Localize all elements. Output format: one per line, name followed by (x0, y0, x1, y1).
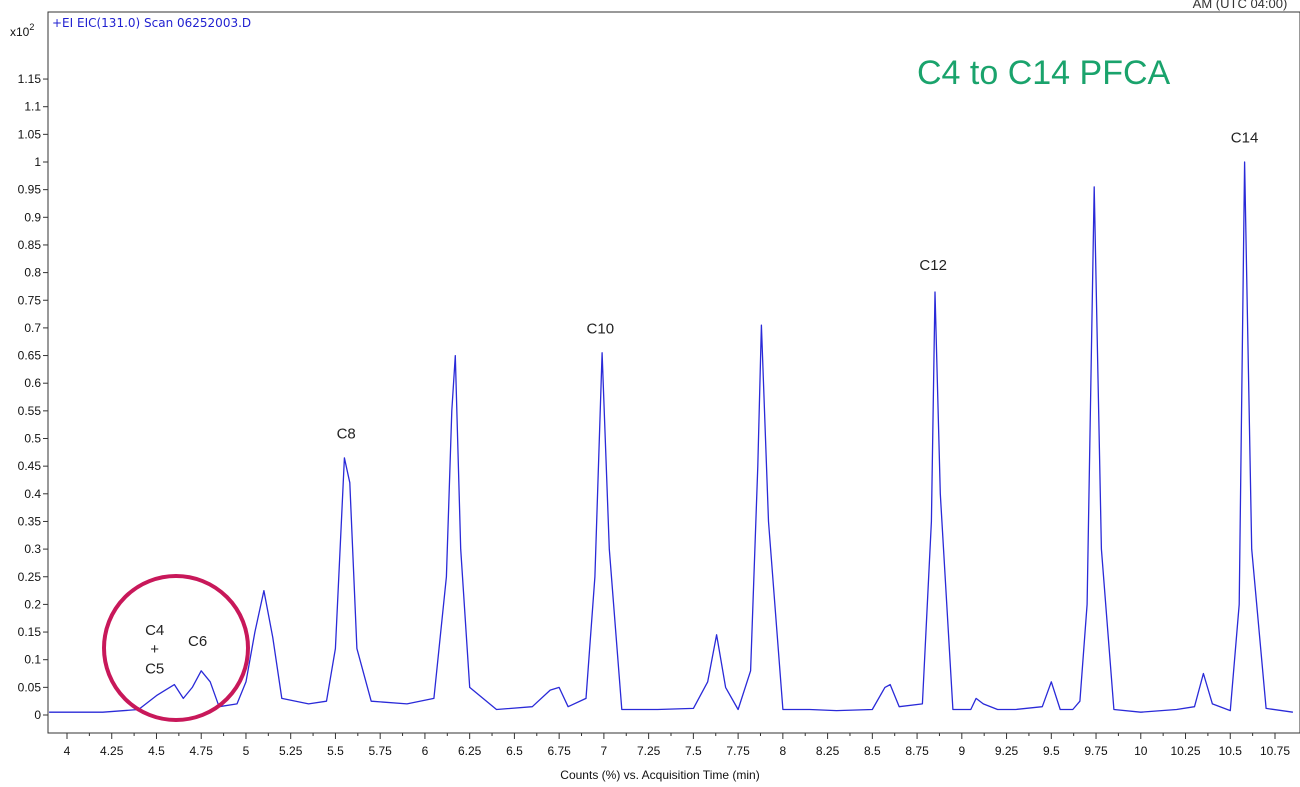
y-tick-label: 0.95 (18, 183, 42, 197)
y-tick-label: 0.5 (24, 432, 41, 446)
y-tick-label: 0.65 (18, 349, 42, 363)
peak-labels: C4 + C5 C6 C8 C10 C12 C14 (145, 130, 1258, 678)
y-multiplier-exponent: 2 (29, 22, 34, 32)
y-tick-label: 0.6 (24, 376, 41, 390)
y-tick-label: 0.45 (18, 459, 42, 473)
y-tick-label: 0.05 (18, 680, 42, 694)
y-tick-label: 0.35 (18, 514, 42, 528)
y-tick-label: 0.55 (18, 404, 42, 418)
y-tick-label: 0.15 (18, 625, 42, 639)
y-tick-label: 0 (34, 708, 41, 722)
highlight-circle (102, 574, 250, 722)
x-tick-label: 10 (1134, 744, 1148, 758)
y-tick-label: 0.25 (18, 570, 42, 584)
x-tick-label: 6.25 (458, 744, 482, 758)
y-tick-label: 0.7 (24, 321, 41, 335)
x-tick-label: 8.25 (816, 744, 840, 758)
x-tick-label: 7.5 (685, 744, 702, 758)
x-tick-label: 4.5 (148, 744, 165, 758)
scan-title: +EI EIC(131.0) Scan 06252003.D (52, 16, 251, 30)
x-tick-label: 8 (780, 744, 787, 758)
peak-label: C14 (1231, 130, 1259, 147)
y-tick-label: 1 (34, 155, 41, 169)
x-tick-label: 8.75 (905, 744, 929, 758)
chromatogram-trace-line (49, 161, 1293, 713)
x-axis-ticks: 4 4.25 4.5 4.75 5 5.25 5.5 5.75 6 6.25 6.5 6.75 7 7.2… (64, 733, 1290, 758)
y-multiplier-base: x10 (10, 25, 30, 39)
x-tick-label: 5 (243, 744, 250, 758)
x-tick-label: 5.5 (327, 744, 344, 758)
x-tick-label: 4.25 (100, 744, 124, 758)
x-tick-label: 7.25 (637, 744, 661, 758)
peak-label: C12 (919, 257, 947, 274)
x-tick-label: 5.25 (279, 744, 303, 758)
overlay-title: C4 to C14 PFCA (917, 54, 1171, 92)
x-tick-label: 6.5 (506, 744, 523, 758)
peak-label: C8 (337, 426, 356, 443)
y-tick-label: 0.9 (24, 210, 41, 224)
y-tick-label: 0.85 (18, 238, 42, 252)
y-tick-label: 0.1 (24, 653, 41, 667)
y-axis-multiplier: x102 (10, 22, 34, 39)
x-tick-label: 10.75 (1260, 744, 1290, 758)
x-tick-label: 10.5 (1219, 744, 1243, 758)
y-tick-label: 1.1 (24, 100, 41, 114)
y-tick-label: 0.2 (24, 597, 41, 611)
x-tick-label: 9.25 (995, 744, 1019, 758)
x-tick-label: 8.5 (864, 744, 881, 758)
x-tick-label: 4.75 (190, 744, 214, 758)
x-tick-label: 6 (422, 744, 429, 758)
peak-label: C6 (188, 633, 207, 650)
plot-frame (47, 11, 1300, 734)
x-tick-label: 6.75 (547, 744, 571, 758)
x-tick-label: 7 (601, 744, 608, 758)
x-tick-label: 9 (958, 744, 965, 758)
x-axis-title: Counts (%) vs. Acquisition Time (min) (560, 768, 759, 782)
peak-label: C10 (587, 320, 615, 337)
peak-label: C4 (145, 622, 164, 639)
x-tick-label: 4 (64, 744, 71, 758)
x-tick-label: 7.75 (726, 744, 750, 758)
top-right-text: AM (UTC 04:00) (1193, 0, 1288, 11)
y-axis-ticks: 0 0.05 0.1 0.15 0.2 0.25 0.3 0.35 0.4 0.45 0.5 0.55… (18, 72, 48, 722)
peak-label: + (150, 641, 159, 658)
x-tick-label: 5.75 (369, 744, 393, 758)
y-tick-label: 1.15 (18, 72, 42, 86)
trace-group (49, 161, 1293, 713)
y-tick-label: 0.3 (24, 542, 41, 556)
y-tick-label: 0.75 (18, 293, 42, 307)
y-tick-label: 0.4 (24, 487, 41, 501)
peak-label: C5 (145, 661, 164, 678)
x-tick-label: 9.5 (1043, 744, 1060, 758)
x-tick-label: 9.75 (1084, 744, 1108, 758)
y-tick-label: 1.05 (18, 127, 42, 141)
x-tick-label: 10.25 (1171, 744, 1201, 758)
y-tick-label: 0.8 (24, 266, 41, 280)
